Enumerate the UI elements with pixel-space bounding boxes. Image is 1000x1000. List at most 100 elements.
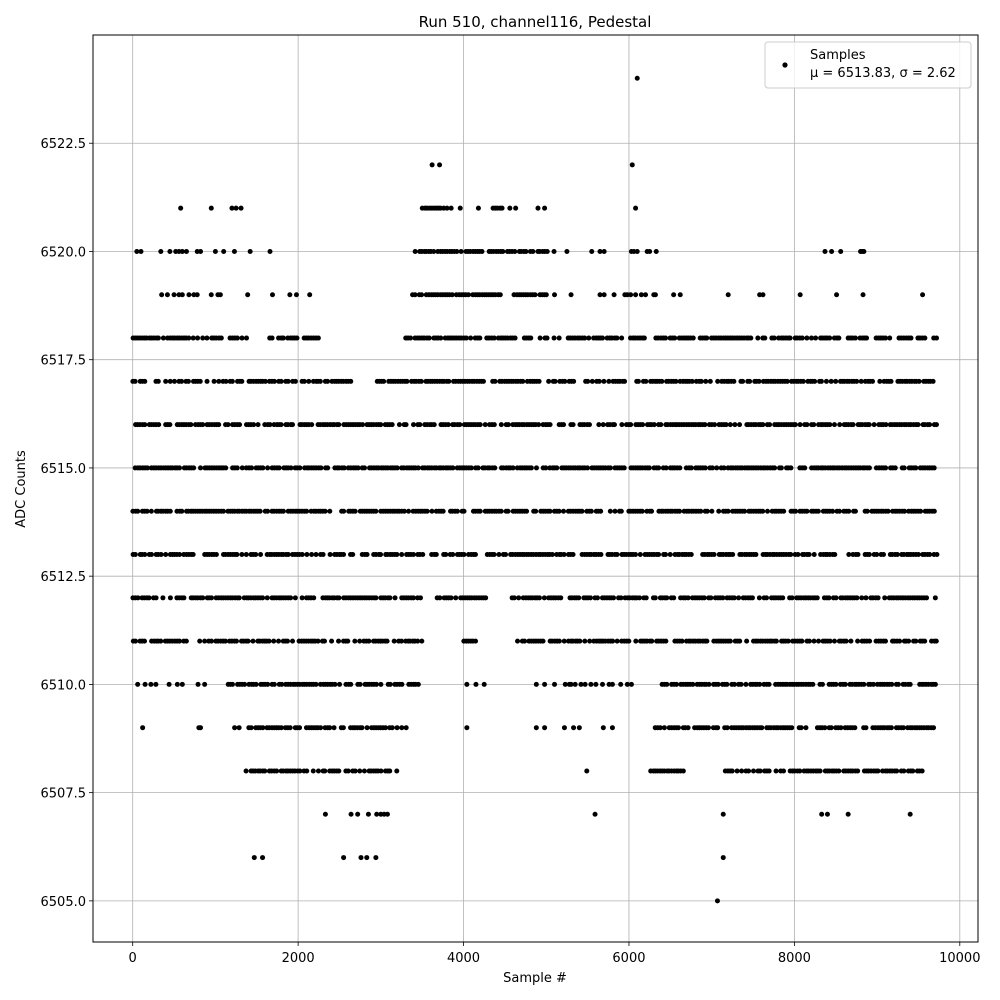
data-point: [164, 292, 170, 298]
data-point: [556, 508, 562, 514]
data-point: [586, 335, 592, 341]
data-point: [742, 508, 748, 514]
data-point: [481, 681, 487, 687]
data-point: [135, 508, 141, 514]
data-point: [836, 768, 842, 774]
data-point: [267, 422, 273, 428]
data-point: [887, 335, 893, 341]
data-point: [901, 465, 907, 471]
data-point: [812, 378, 818, 384]
data-point: [200, 335, 206, 341]
data-point: [279, 681, 285, 687]
data-point: [637, 552, 643, 558]
data-point: [251, 422, 257, 428]
data-point: [663, 552, 669, 558]
data-point: [276, 465, 282, 471]
data-point: [877, 378, 883, 384]
data-point: [773, 638, 779, 644]
data-point: [177, 552, 183, 558]
data-point: [671, 595, 677, 601]
data-point: [492, 465, 498, 471]
y-tick-label: 6505.0: [41, 895, 87, 910]
data-point: [629, 162, 635, 168]
data-point: [163, 378, 169, 384]
legend-box: [764, 41, 972, 89]
data-point: [461, 508, 467, 514]
data-point: [765, 508, 771, 514]
data-point: [871, 422, 877, 428]
data-point: [855, 768, 861, 774]
data-point: [415, 681, 421, 687]
data-point: [724, 681, 730, 687]
data-point: [195, 335, 201, 341]
data-point: [255, 422, 261, 428]
data-point: [762, 335, 768, 341]
data-point: [284, 638, 290, 644]
data-point: [523, 248, 529, 254]
data-point: [290, 638, 296, 644]
data-point: [751, 768, 757, 774]
data-point: [179, 681, 185, 687]
data-point: [707, 378, 713, 384]
data-point: [378, 422, 384, 428]
data-point: [306, 378, 312, 384]
data-point: [171, 292, 177, 298]
data-point: [576, 595, 582, 601]
data-point: [336, 422, 342, 428]
data-point: [424, 508, 430, 514]
data-point: [596, 378, 602, 384]
data-point: [528, 335, 534, 341]
data-point: [153, 595, 159, 601]
data-point: [461, 552, 467, 558]
data-point: [744, 638, 750, 644]
data-point: [399, 552, 405, 558]
data-point: [723, 422, 729, 428]
data-point: [833, 595, 839, 601]
data-point: [373, 508, 379, 514]
data-point: [649, 508, 655, 514]
data-point: [387, 681, 393, 687]
data-point: [513, 205, 519, 211]
data-point: [457, 422, 463, 428]
data-point: [186, 335, 192, 341]
data-point: [156, 422, 162, 428]
data-point: [299, 595, 305, 601]
data-point: [304, 552, 310, 558]
data-point: [854, 595, 860, 601]
data-point: [437, 162, 443, 168]
data-point: [325, 378, 331, 384]
data-point: [364, 552, 370, 558]
data-point: [601, 378, 607, 384]
data-point: [846, 508, 852, 514]
data-point: [357, 768, 363, 774]
data-point: [772, 465, 778, 471]
data-point: [438, 335, 444, 341]
data-point: [511, 595, 517, 601]
data-point: [294, 335, 300, 341]
data-point: [142, 638, 148, 644]
data-point: [910, 768, 916, 774]
data-point: [491, 422, 497, 428]
data-point: [797, 292, 803, 298]
data-point: [802, 465, 808, 471]
data-point: [562, 378, 568, 384]
data-point: [831, 422, 837, 428]
data-point: [756, 595, 762, 601]
data-point: [365, 811, 371, 817]
data-point: [366, 638, 372, 644]
data-point: [766, 768, 772, 774]
data-point: [657, 725, 663, 731]
y-tick-label: 6507.5: [41, 787, 87, 802]
data-point: [931, 465, 937, 471]
data-point: [551, 335, 557, 341]
data-point: [852, 335, 858, 341]
data-point: [701, 595, 707, 601]
data-point: [229, 378, 235, 384]
data-point: [167, 422, 173, 428]
data-point: [601, 248, 607, 254]
data-point: [265, 681, 271, 687]
data-point: [142, 378, 148, 384]
data-point: [855, 638, 861, 644]
x-axis-ticks: 0 2000 4000 6000 8000 10000: [129, 942, 980, 966]
